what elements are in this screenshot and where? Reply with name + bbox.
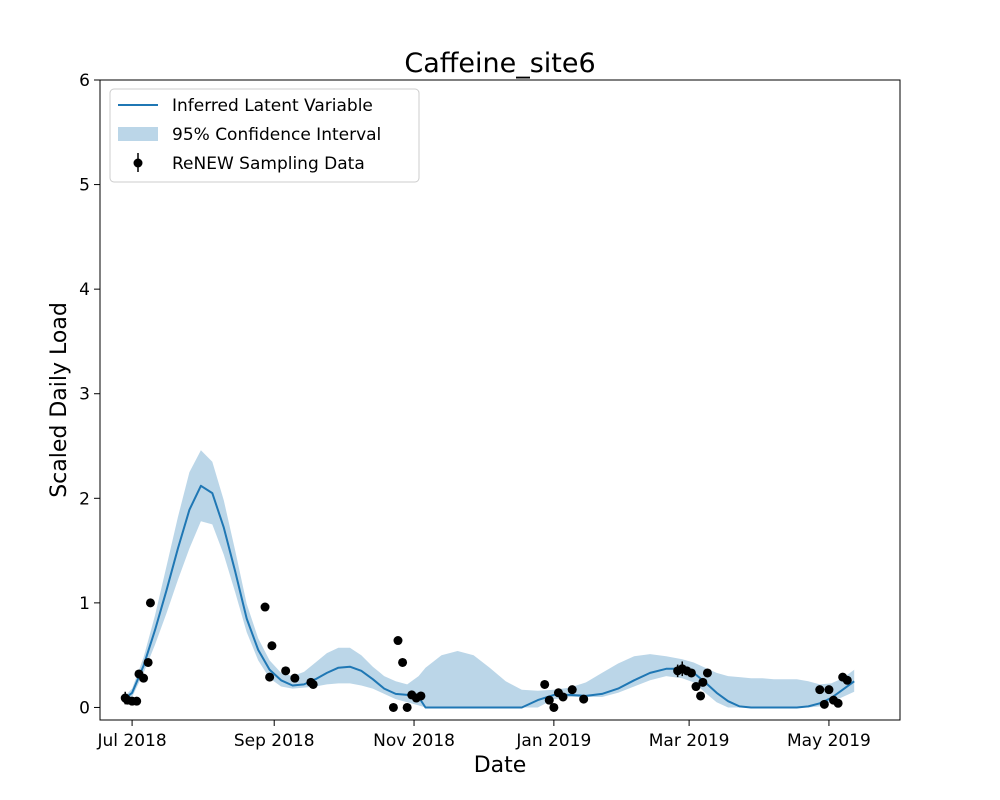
x-tick-label: May 2019 xyxy=(787,731,871,751)
y-tick-label: 2 xyxy=(79,489,90,509)
x-tick-label: Jan 2019 xyxy=(515,731,591,751)
sampling-point xyxy=(402,702,412,712)
legend-label-sampling: ReNEW Sampling Data xyxy=(172,154,365,174)
sampling-point xyxy=(290,673,300,683)
y-tick-label: 6 xyxy=(79,71,90,91)
x-axis-ticks: Jul 2018 Sep 2018 Nov 2018 Jan 2019 Mar 2019… xyxy=(96,720,871,751)
y-tick-label: 4 xyxy=(79,280,90,300)
sampling-point xyxy=(702,668,712,678)
sampling-point xyxy=(540,679,550,689)
legend-label-latent: Inferred Latent Variable xyxy=(172,96,373,116)
y-tick-label: 5 xyxy=(79,176,90,196)
sampling-point xyxy=(696,691,706,701)
sampling-point xyxy=(260,602,270,612)
legend-label-interval: 95% Confidence Interval xyxy=(172,125,381,145)
x-tick-label: Sep 2018 xyxy=(234,731,315,751)
sampling-point xyxy=(267,641,277,651)
sampling-point xyxy=(579,694,589,704)
y-tick-label: 3 xyxy=(79,385,90,405)
legend-point-swatch xyxy=(133,158,143,168)
sampling-point xyxy=(145,598,155,608)
sampling-point xyxy=(416,691,426,701)
y-axis-label: Scaled Daily Load xyxy=(47,302,72,498)
legend: Inferred Latent Variable 95% Confidence … xyxy=(109,88,420,183)
sampling-point xyxy=(132,696,142,706)
sampling-point xyxy=(544,695,554,705)
y-axis-ticks: 0 1 2 3 4 5 6 xyxy=(79,71,100,718)
latent-line-layer xyxy=(122,484,855,709)
sampling-point xyxy=(686,668,696,678)
legend-box xyxy=(109,88,420,183)
x-tick-label: Jul 2018 xyxy=(96,731,166,751)
y-tick-label: 0 xyxy=(79,698,90,718)
sampling-point xyxy=(833,698,843,708)
x-tick-label: Mar 2019 xyxy=(649,731,730,751)
confidence-band xyxy=(122,450,855,708)
confidence-band-layer xyxy=(122,450,855,708)
chart-title: Caffeine_site6 xyxy=(404,48,595,79)
sampling-point xyxy=(265,672,275,682)
sampling-point xyxy=(698,677,708,687)
sampling-point xyxy=(388,702,398,712)
sampling-point xyxy=(143,657,153,667)
sampling-point xyxy=(558,692,568,702)
legend-band-swatch xyxy=(118,127,158,141)
sampling-point xyxy=(398,657,408,667)
y-tick-label: 1 xyxy=(79,594,90,614)
sampling-point xyxy=(393,636,403,646)
sampling-point xyxy=(691,682,701,692)
sampling-point xyxy=(824,685,834,695)
sampling-point xyxy=(281,666,291,676)
x-axis-label: Date xyxy=(474,753,527,778)
sampling-point xyxy=(842,675,852,685)
x-tick-label: Nov 2018 xyxy=(373,731,455,751)
sampling-point xyxy=(308,679,318,689)
sampling-point xyxy=(819,699,829,709)
sampling-points-layer xyxy=(120,598,852,712)
sampling-point xyxy=(567,685,577,695)
sampling-point xyxy=(815,685,825,695)
sampling-point xyxy=(549,702,559,712)
latent-variable-line xyxy=(122,484,855,709)
plot-frame xyxy=(99,79,901,721)
sampling-point xyxy=(139,673,149,683)
